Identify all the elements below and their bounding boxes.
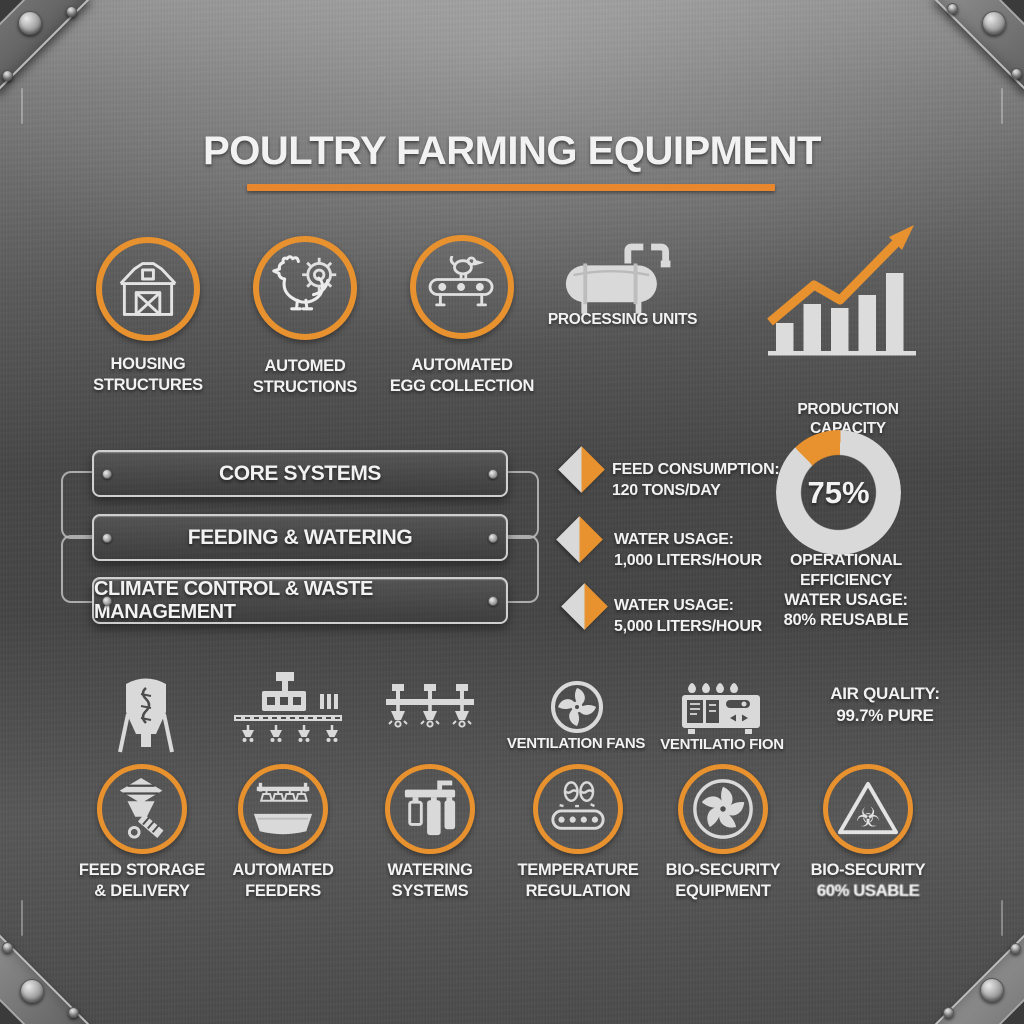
svg-text:☣: ☣: [856, 802, 880, 833]
feed-storage-label: FEED STORAGE & DELIVERY: [78, 861, 206, 900]
connector-bracket-left-1: [61, 471, 94, 539]
panel-seam: [1001, 88, 1003, 124]
corner-plate-top-right: [932, 0, 1024, 92]
watering-systems-label: WATERING SYSTEMS: [387, 861, 473, 900]
efficiency-donut-chart: 75%: [776, 430, 901, 555]
chicken-gear-icon: [272, 255, 337, 311]
rivet-icon: [943, 1007, 954, 1018]
title-underline: [247, 184, 775, 191]
production-bars: [776, 273, 904, 351]
rivet-icon: [2, 942, 13, 953]
ventilatio-fion-label: VENTILATIO FION: [660, 736, 784, 753]
water-reusable-label: WATER USAGE: 80% REUSABLE: [783, 591, 909, 629]
diamond-bullet-icon: [561, 583, 608, 630]
diamond-bullet-icon: [556, 516, 603, 563]
trend-arrow-line: [767, 239, 900, 326]
automated-feeders-label: AUTOMATED FEEDERS: [232, 861, 334, 900]
banner-climate-waste-label: CLIMATE CONTROL & WASTE MANAGEMENT: [94, 577, 373, 623]
connector-bracket-left-2: [61, 535, 94, 603]
page-title: POULTRY FARMING EQUIPMENT: [203, 129, 821, 173]
banner-climate-waste: CLIMATE CONTROL & WASTE MANAGEMENT: [92, 577, 508, 624]
feed-silo-icon: [118, 678, 174, 753]
egg-collection-circle: [410, 235, 514, 339]
automated-structions-circle: [253, 236, 357, 340]
connector-bracket-right-2: [506, 535, 539, 603]
feed-hopper-auger-icon: [119, 778, 164, 839]
bolt-icon: [982, 11, 1006, 35]
stat-water-usage-1: WATER USAGE: 1,000 LITERS/HOUR: [614, 531, 762, 569]
housing-structures-circle: [96, 237, 200, 341]
bolt-icon: [18, 11, 42, 35]
screw-icon: [102, 595, 112, 606]
egg-belt-icon: [551, 781, 605, 830]
corner-plate-top-left: [0, 0, 92, 92]
operational-efficiency-label: OPERATIONAL EFFICIENCY: [790, 552, 902, 589]
feeder-line-icon: [234, 672, 342, 744]
screw-icon: [102, 532, 112, 543]
temperature-regulation-label: TEMPERATURE REGULATION: [517, 861, 639, 900]
screw-icon: [102, 468, 112, 479]
water-filter-icon: [404, 780, 456, 836]
rivet-icon: [947, 3, 958, 14]
panel-seam: [21, 88, 23, 124]
processing-units-label: PROCESSING UNITS: [547, 311, 698, 328]
banner-feeding-watering-label: FEEDING & WATERING: [187, 525, 413, 549]
rivet-icon: [1011, 68, 1022, 79]
feeder-trough-icon: [253, 782, 313, 835]
stat-feed-consumption: FEED CONSUMPTION: 120 TONS/DAY: [612, 461, 780, 499]
banner-feeding-watering: FEEDING & WATERING: [92, 514, 508, 561]
air-quality-label: AIR QUALITY: 99.7% PURE: [830, 684, 940, 725]
stat-water-usage-2: WATER USAGE: 5,000 LITERS/HOUR: [614, 597, 762, 635]
turbine-fan-icon: [693, 779, 753, 839]
rivet-icon: [68, 1007, 79, 1018]
feed-storage-circle: [97, 764, 187, 854]
barn-icon: [119, 262, 177, 316]
control-panel-icon: [682, 683, 760, 734]
watering-systems-circle: [385, 764, 475, 854]
water-line-icon: [386, 684, 474, 728]
connector-bracket-right-1: [506, 471, 539, 539]
temperature-regulation-circle: [533, 764, 623, 854]
production-bar-chart-icon: [767, 225, 916, 356]
ventilation-fans-label: VENTILATION FANS: [506, 735, 646, 752]
trend-arrow-head: [889, 225, 914, 250]
automated-feeders-circle: [238, 764, 328, 854]
bolt-icon: [980, 978, 1004, 1002]
panel-seam: [1001, 900, 1003, 936]
egg-conveyor-icon: [428, 256, 494, 307]
rivet-icon: [1010, 943, 1021, 954]
automated-structions-label: AUTOMED STRUCTIONS: [252, 357, 358, 396]
screw-icon: [488, 595, 498, 606]
bio-security-usable-label: BIO-SECURITY 60% USABLE: [810, 861, 926, 900]
banner-core-systems-label: CORE SYSTEMS: [218, 461, 382, 485]
egg-collection-label: AUTOMATED EGG COLLECTION: [389, 356, 535, 395]
bolt-icon: [20, 979, 44, 1003]
screw-icon: [488, 532, 498, 543]
ventilation-fan-icon: [551, 681, 603, 733]
screw-icon: [488, 468, 498, 479]
biohazard-icon: ☣: [838, 781, 898, 835]
donut-value: 75%: [807, 474, 870, 510]
bio-security-hazard-circle: ☣: [823, 764, 913, 854]
panel-seam: [21, 900, 23, 936]
diamond-bullet-icon: [558, 446, 605, 493]
processing-tank-icon: [565, 243, 671, 314]
rivet-icon: [2, 70, 13, 81]
donut-ring: [776, 430, 901, 555]
rivet-icon: [66, 6, 77, 17]
housing-structures-label: HOUSING STRUCTURES: [93, 355, 203, 394]
bio-security-equipment-circle: [678, 764, 768, 854]
bio-security-equipment-label: BIO-SECURITY EQUIPMENT: [665, 861, 781, 900]
banner-core-systems: CORE SYSTEMS: [92, 450, 508, 497]
